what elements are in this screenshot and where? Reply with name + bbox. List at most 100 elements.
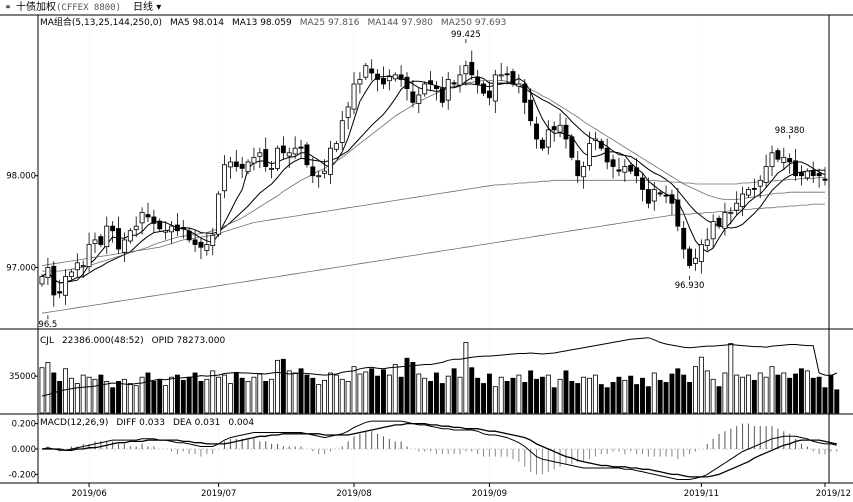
volume-bar-down	[816, 376, 822, 414]
link-icon[interactable]: ⚭	[4, 3, 12, 13]
candle-body-up	[222, 164, 227, 192]
candle-body-up	[386, 76, 392, 82]
volume-bar-up	[392, 364, 398, 414]
candle	[39, 273, 45, 287]
volume-bar-up	[257, 373, 263, 414]
volume-bar-down	[687, 382, 693, 414]
candle-body-down	[534, 123, 539, 140]
volume-bar-down	[451, 368, 457, 414]
candle	[663, 185, 669, 204]
volume-bar-up	[769, 366, 775, 414]
volume-bar-up	[351, 366, 357, 414]
candle	[74, 253, 80, 278]
volume-bar-down	[298, 368, 304, 414]
candle-body-down	[398, 74, 404, 80]
candle-body-up	[693, 257, 698, 264]
legend-label[interactable]: MACD(12,26,9)	[40, 418, 108, 428]
candle-body-down	[663, 194, 669, 197]
candle	[740, 186, 746, 217]
volume-bar-down	[604, 387, 610, 414]
candle-body-down	[298, 146, 304, 149]
candle	[86, 232, 92, 272]
volume-bar-down	[174, 374, 180, 414]
candle	[292, 136, 298, 159]
candle	[787, 153, 793, 174]
candle-body-down	[751, 187, 757, 190]
candle-body-up	[763, 166, 769, 183]
candle-body-down	[110, 225, 116, 232]
candle-body-down	[280, 145, 286, 154]
candle	[551, 121, 557, 142]
candle-body-down	[816, 173, 822, 177]
volume-bar-up	[121, 378, 127, 414]
volume-bar-down	[375, 375, 381, 414]
candle-body-up	[363, 65, 369, 78]
candle	[398, 65, 404, 87]
volume-bar-down	[634, 384, 640, 414]
candle	[269, 161, 275, 179]
volume-bar-up	[339, 378, 345, 414]
legend-item: MA5 98.014	[170, 18, 224, 28]
candle-body-down	[239, 163, 245, 169]
legend-label[interactable]: CJL	[40, 336, 54, 346]
candle-body-up	[728, 211, 734, 214]
candle-body-up	[592, 138, 598, 141]
candle-body-up	[251, 156, 257, 164]
instrument-symbol: (CFFEX 8800)	[56, 3, 122, 13]
candle-body-up	[746, 189, 751, 196]
candle-body-down	[428, 80, 434, 85]
candle-body-up	[345, 106, 351, 118]
candle	[610, 154, 616, 179]
price-tick-label: 98.000	[6, 172, 36, 182]
volume-bar-up	[363, 371, 369, 414]
volume-bar-down	[151, 380, 157, 414]
candle	[174, 213, 180, 236]
macd-dea-line	[42, 422, 837, 478]
volume-bar-up	[592, 374, 598, 414]
macd-tick-label: 0.000	[12, 445, 36, 455]
candle-body-down	[504, 73, 510, 76]
candle	[439, 76, 445, 108]
candle	[687, 246, 693, 269]
candle-body-down	[198, 241, 204, 248]
volume-bar-down	[522, 382, 528, 414]
candle-body-up	[587, 143, 592, 166]
candle-body-up	[463, 65, 469, 75]
volume-bar-down	[810, 377, 816, 414]
candle-body-up	[545, 129, 551, 148]
candle-body-down	[569, 136, 575, 158]
candle	[369, 59, 375, 81]
candle-body-up	[457, 74, 463, 86]
volume-bar-down	[398, 376, 404, 414]
volume-bar-down	[110, 387, 116, 414]
candle	[604, 138, 610, 170]
volume-bar-down	[369, 368, 375, 414]
ma-line-ma144	[41, 177, 825, 266]
candle	[545, 120, 551, 155]
annotation-label: 96.5	[38, 320, 57, 330]
legend-label[interactable]: MA组合(5,13,25,144,250,0)	[40, 16, 162, 28]
volume-bar-up	[516, 374, 522, 414]
volume-bar-up	[746, 374, 751, 414]
candle	[516, 74, 522, 94]
candle-body-down	[439, 88, 445, 103]
period-selector[interactable]: 日线 ▾	[133, 2, 161, 13]
candle-body-up	[557, 124, 563, 133]
candle-body-down	[669, 194, 675, 204]
volume-bar-up	[68, 377, 74, 414]
candle	[316, 170, 322, 188]
volume-bar-up	[781, 372, 787, 414]
volume-bar-down	[598, 384, 604, 414]
candle	[157, 218, 163, 232]
candle	[657, 190, 663, 197]
volume-bar-down	[563, 370, 569, 414]
candle-body-up	[286, 152, 292, 157]
x-tick-label: 2019/06	[71, 489, 106, 499]
macd-histogram	[38, 423, 838, 475]
volume-bar-down	[628, 375, 634, 414]
candle-body-up	[204, 244, 210, 251]
candle-body-up	[292, 147, 298, 155]
candle-body-down	[628, 165, 634, 172]
volume-bar-up	[457, 376, 463, 414]
volume-bar-down	[787, 377, 793, 414]
